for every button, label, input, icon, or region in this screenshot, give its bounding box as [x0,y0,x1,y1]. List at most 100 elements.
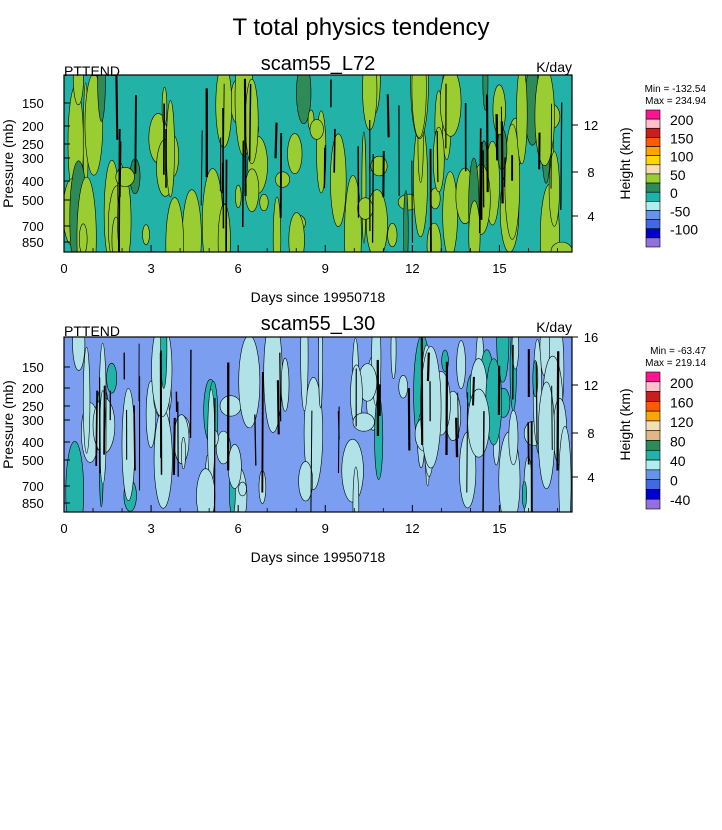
y-tick-label: 150 [22,96,44,111]
contour-blob [303,377,323,490]
contour-line [261,372,264,493]
colorbar-label: -50 [670,203,690,219]
contour-line [560,102,563,210]
contour-blob [309,119,324,140]
contour-line [485,94,489,193]
contour-line [99,377,101,473]
colorbar-swatch [645,210,661,220]
contour-blob [217,204,231,252]
stats-min: Min = -132.54 [645,84,707,95]
contour-line [535,362,538,445]
height-axis-label: Height (km) [617,388,633,460]
panel-title: scam55_L30 [261,313,376,335]
height-tick-label: 8 [587,165,594,180]
colorbar-label: 0 [670,473,678,489]
contour-line [500,106,503,173]
y-tick-label: 200 [22,381,44,396]
plot-frame-2 [63,336,573,513]
y-tick-label: 250 [22,399,44,414]
contour-blob [287,133,303,175]
contour-blob [456,340,466,390]
colorbar-swatch [645,459,661,471]
contour-line [411,160,413,243]
contour-blob [361,131,367,244]
contour-line [337,406,340,474]
colorbar-label: 100 [670,149,694,165]
contour-blob [468,200,481,252]
y-tick-label: 400 [22,174,44,189]
height-axis-label: Height (km) [617,127,633,199]
variable-label: PTTEND [64,63,120,79]
contour-blob [298,461,313,502]
contour-blob [330,133,347,227]
contour-blob [238,481,247,497]
contour-blob [442,171,458,252]
x-tick-label: 0 [60,521,67,536]
y-tick-label: 700 [22,479,44,494]
contour-blob [121,388,136,501]
contour-blob [467,388,490,458]
contour-blob [398,375,408,399]
colorbar-swatch [645,137,661,147]
colorbar-label: 150 [670,130,694,146]
colorbar-swatch [645,118,661,129]
contour-blob [558,426,572,512]
contour-blob [521,480,527,509]
colorbar-swatch [645,401,661,412]
contour-line [200,130,203,206]
contour-line [503,157,506,187]
x-tick-label: 9 [322,521,329,536]
x-axis-label: Days since 19950718 [251,549,386,565]
contour-blob [181,189,202,252]
contour-blob [296,75,312,125]
colorbar-swatch [645,228,661,239]
contour-blob [439,75,462,137]
contour-blob [344,175,362,252]
colorbar-swatch [645,489,661,500]
y-tick-label: 400 [22,435,44,450]
y-tick-label: 850 [22,496,44,511]
contour-line [457,392,459,439]
colorbar-label: 120 [670,414,694,430]
contour-line [115,75,119,140]
contour-blob [72,75,84,106]
contour-blob [106,362,118,394]
contour-line [133,405,136,471]
colorbar-swatch [645,479,661,490]
contour-blob [97,75,106,122]
contour-blob [390,337,397,379]
stats-max: Max = 219.14 [645,358,706,369]
x-tick-label: 15 [492,521,506,536]
contour-blob [65,441,84,512]
colorbar-swatch [645,410,661,422]
contour-blob [259,193,269,212]
contour-line [333,128,336,173]
colorbar-swatch [645,420,661,432]
stats-max: Max = 234.94 [645,96,706,107]
contour-line [556,351,560,471]
contour-blob [219,395,242,417]
colorbar-swatch [645,391,661,402]
contour-fill-1 [64,75,572,252]
height-tick-label: 12 [584,118,598,133]
colorbar-swatch [645,127,661,138]
contour-line [172,417,176,475]
x-axis-label: Days since 19950718 [251,289,386,305]
height-tick-label: 8 [587,426,594,441]
colorbar-label: 40 [670,453,686,469]
contour-line [337,411,340,440]
contour-blob [508,410,519,466]
main-title: T total physics tendency [232,14,490,41]
contour-blob [244,168,260,213]
contour-line [550,103,553,189]
y-tick-label: 500 [22,193,44,208]
colorbar-label: -100 [670,222,698,238]
contour-line [279,352,282,422]
height-tick-label: 16 [584,330,598,345]
contour-line [466,392,469,493]
contour-blob [82,346,91,454]
contour-line [482,411,485,512]
contour-line [248,83,252,162]
contour-blob [288,212,305,252]
contour-blob [78,223,88,252]
